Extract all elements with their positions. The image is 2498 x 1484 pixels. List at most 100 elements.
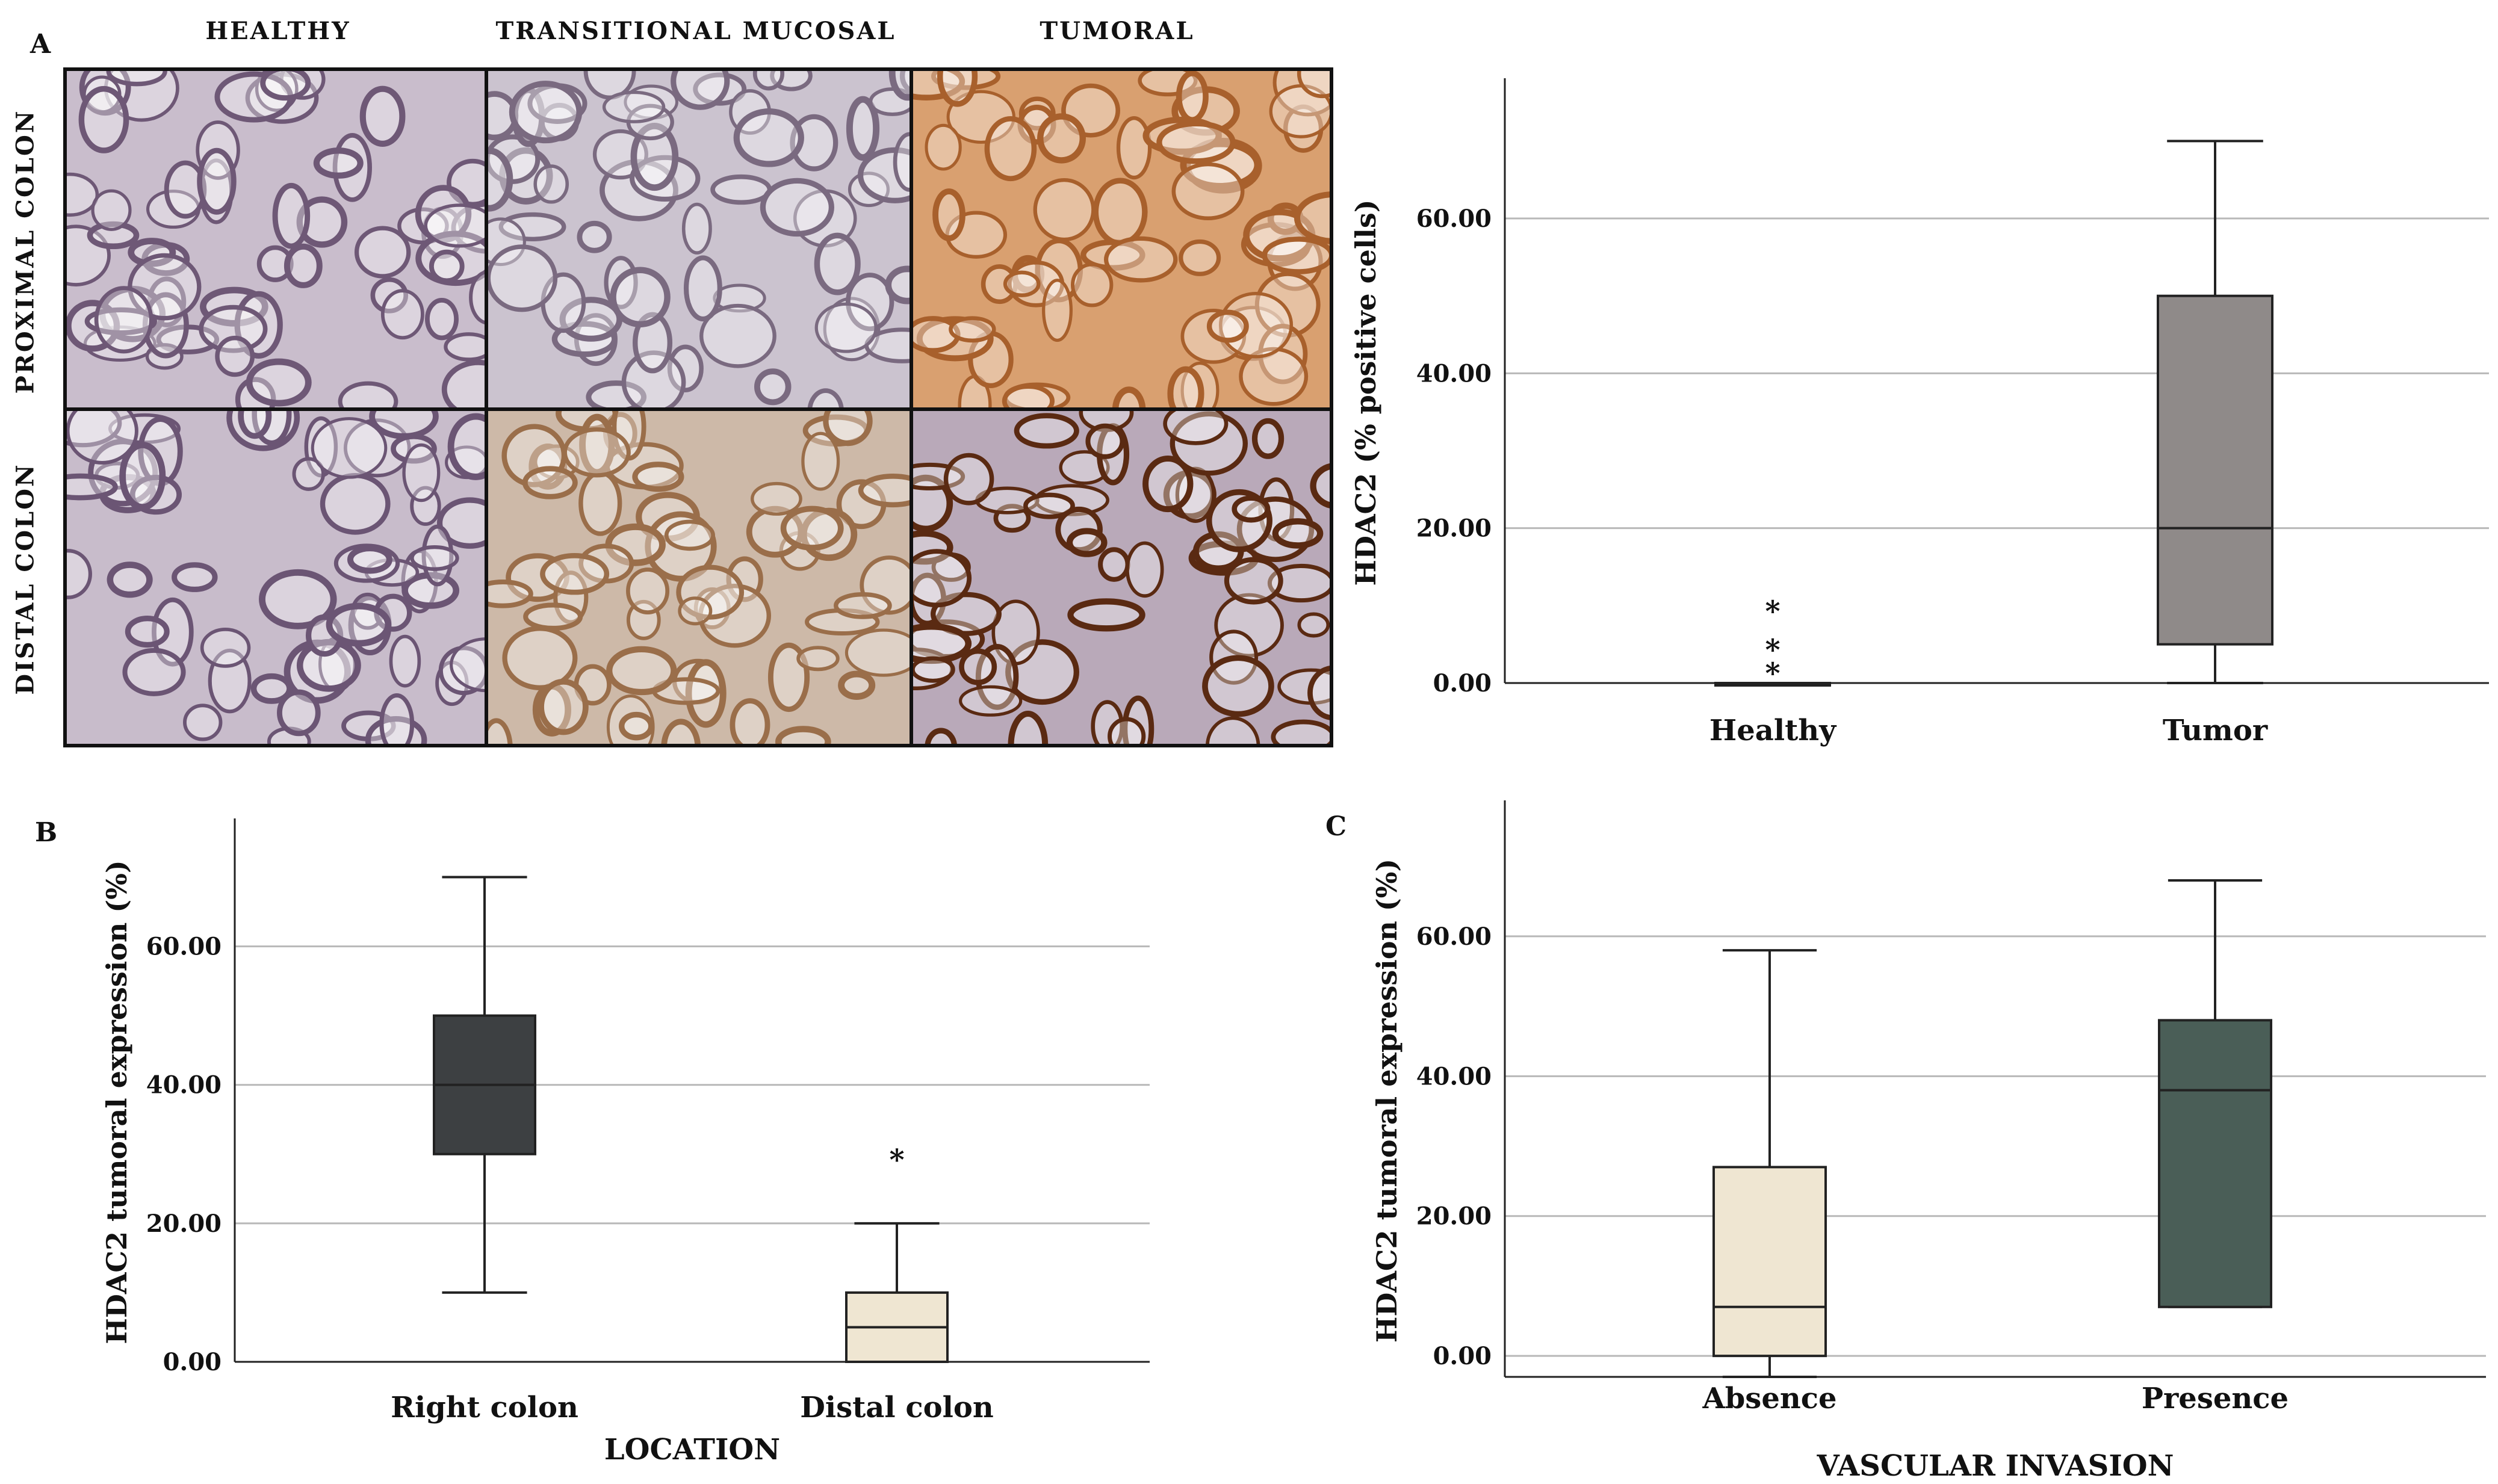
gland-shape <box>338 381 398 407</box>
gland-shape <box>522 466 578 499</box>
gland-shape <box>1085 423 1125 459</box>
gland-shape <box>858 474 910 508</box>
gland-shape <box>256 245 294 282</box>
gland-shape <box>1179 239 1221 276</box>
gland-shape <box>713 283 766 313</box>
x-tick-label-tumor: Tumor <box>2163 714 2268 747</box>
gland-shape <box>1059 450 1110 485</box>
gland-shape <box>1066 528 1108 557</box>
gland-shape <box>172 562 218 592</box>
gland-shape <box>488 244 558 312</box>
gland-shape <box>447 413 485 480</box>
gland-shape <box>913 656 955 683</box>
gland-shape <box>119 441 166 511</box>
gland-shape <box>91 189 132 231</box>
tissue-texture <box>913 411 1330 744</box>
gland-shape <box>1232 495 1271 523</box>
gland-shape <box>958 685 1023 717</box>
gland-shape <box>664 519 715 551</box>
gland-shape <box>1307 666 1330 720</box>
gland-shape <box>444 332 485 362</box>
gland-shape <box>540 553 610 595</box>
gland-shape <box>1206 489 1272 552</box>
gland-shape <box>354 226 411 279</box>
gland-shape <box>83 325 157 362</box>
x-tick-label-distal-colon: Distal colon <box>800 1391 994 1424</box>
y-tick-label: 60.00 <box>146 933 222 961</box>
y-tick-label: 20.00 <box>1416 515 1492 543</box>
gland-shape <box>450 637 485 693</box>
gland-shape <box>1070 262 1114 308</box>
y-tick-label: 20.00 <box>1416 1202 1492 1231</box>
gland-shape <box>122 648 186 696</box>
gland-shape <box>128 238 176 267</box>
gland-shape <box>151 597 194 667</box>
gland-shape <box>730 698 770 744</box>
box-absence <box>1712 1166 1827 1358</box>
gland-shape <box>913 71 965 100</box>
micrograph-proximal-colon-healthy <box>63 67 488 411</box>
gland-shape <box>1254 271 1321 338</box>
row-header-proximal: PROXIMAL COLON <box>11 109 40 394</box>
y-axis-label: HDAC2 tumoral expression (%) <box>1371 859 1403 1343</box>
gland-shape <box>1037 113 1086 164</box>
gland-shape <box>860 555 910 615</box>
row-header-distal: DISTAL COLON <box>11 463 40 695</box>
gland-shape <box>1042 279 1073 342</box>
gland-shape <box>1176 71 1209 123</box>
gland-shape <box>752 71 785 91</box>
gland-shape <box>632 462 684 492</box>
gland-shape <box>626 567 670 614</box>
panel-letter-a: A <box>30 29 51 60</box>
y-axis-label: HDAC2 (% positive cells) <box>1350 199 1382 586</box>
gland-shape <box>1163 411 1229 445</box>
gland-shape <box>710 174 772 205</box>
gland-shape <box>1224 557 1283 605</box>
gland-shape <box>630 122 679 191</box>
y-axis-label: HDAC2 tumoral expression (%) <box>101 860 133 1344</box>
gland-shape <box>488 91 519 141</box>
gland-shape <box>246 358 312 407</box>
y-tick-label: 40.00 <box>146 1071 222 1099</box>
gland-shape <box>807 388 844 407</box>
outlier-marker-healthy: * <box>1765 595 1780 628</box>
gland-shape <box>200 628 251 668</box>
gland-shape <box>1202 655 1274 717</box>
gland-shape <box>78 85 129 153</box>
gland-shape <box>814 232 861 295</box>
gland-shape <box>415 185 472 243</box>
micrograph-distal-colon-tumoral <box>910 407 1333 747</box>
gland-shape <box>984 116 1037 182</box>
gland-shape <box>801 431 840 491</box>
gland-shape <box>1167 366 1204 407</box>
gland-shape <box>633 312 673 374</box>
gland-shape <box>602 90 666 123</box>
gland-shape <box>1002 384 1055 407</box>
gland-shape <box>272 182 311 249</box>
gland-shape <box>125 616 170 648</box>
gland-shape <box>577 220 612 253</box>
gland-shape <box>502 626 578 690</box>
gland-shape <box>311 417 388 479</box>
micrograph-proximal-colon-tumoral <box>910 67 1333 411</box>
gland-shape <box>215 335 255 377</box>
gland-shape <box>693 72 747 106</box>
gland-shape <box>1272 71 1330 117</box>
gland-shape <box>347 545 392 574</box>
gland-shape <box>296 638 361 692</box>
gland-shape <box>488 217 526 267</box>
gland-shape <box>410 545 459 571</box>
y-tick-label: 60.00 <box>1416 923 1492 951</box>
gland-shape <box>845 628 910 677</box>
gland-shape <box>1098 547 1130 582</box>
gland-shape <box>1003 270 1041 297</box>
gland-shape <box>410 486 441 526</box>
gland-shape <box>667 344 704 392</box>
gland-shape <box>937 71 978 107</box>
gland-shape <box>94 286 153 354</box>
gland-shape <box>142 292 189 359</box>
tissue-texture <box>488 71 910 407</box>
y-tick-label: 0.00 <box>1433 1342 1492 1370</box>
gland-shape <box>1267 563 1330 603</box>
